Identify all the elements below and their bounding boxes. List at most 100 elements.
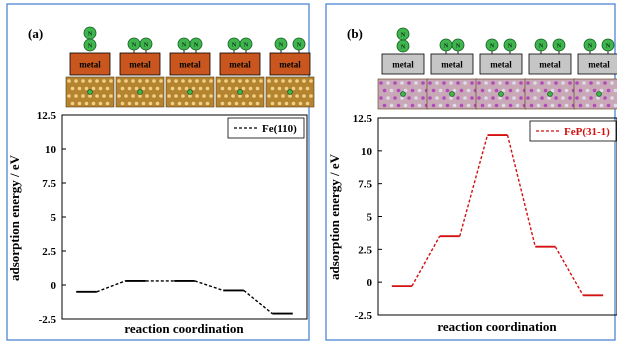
surface-atom (533, 96, 537, 100)
surface-atom (421, 81, 425, 85)
panel-b-y-axis-label: adsorption energy / eV (327, 153, 342, 280)
surface-atom (596, 81, 600, 85)
surface-atom (463, 81, 467, 85)
surface-atom (155, 101, 160, 106)
surface-atom (217, 79, 221, 83)
n-atom-label: N (144, 41, 149, 48)
surface-atom (417, 103, 422, 108)
surface-atom (592, 88, 597, 93)
metal-block (430, 53, 474, 75)
surface-atom (491, 81, 495, 85)
surface-atom (501, 103, 506, 108)
surface-atom (603, 96, 607, 100)
n-atom-label: N (132, 41, 137, 48)
surface-atom (267, 79, 271, 83)
surface-atom (134, 86, 139, 91)
surface-atom (291, 86, 296, 91)
metal-block (269, 52, 311, 76)
surface-atom (529, 88, 534, 93)
surface-atom (291, 101, 296, 106)
metal-block (169, 52, 211, 76)
panel-b-frame (325, 3, 616, 341)
surface-atom (88, 79, 92, 83)
surface-atom (389, 88, 394, 93)
surface-atom (393, 96, 397, 100)
surface-atom (220, 101, 225, 106)
n-atom-label: N (182, 41, 187, 48)
surface-atom (487, 88, 492, 93)
n-atom-label: N (297, 41, 302, 48)
surface-atom (159, 94, 163, 98)
surface-atom (575, 81, 579, 85)
surface-atom (389, 103, 394, 108)
panel-a-y-tick-label: 0 (51, 280, 57, 292)
surface-atom (141, 86, 146, 91)
panel-b-energy-connector (459, 134, 489, 237)
surface-atom (543, 103, 548, 108)
panel-b-y-axis: 12.5 10 7.5 5 2.5 0 -2.5 (353, 113, 382, 322)
surface-atom (400, 81, 404, 85)
surface-atom (91, 101, 96, 106)
panel-a-energy-connector (243, 289, 273, 315)
surface-atom (191, 101, 196, 106)
panel-b-energy-connector (411, 235, 441, 287)
panel-b-legend: FeP(31-1) (529, 120, 617, 142)
surface-atom (155, 86, 160, 91)
panel-b-y-tick-label: 10 (361, 146, 373, 158)
surface-atom (393, 81, 397, 85)
panel-a-y-tick-label: -2.5 (39, 314, 57, 326)
surface-atom (131, 79, 135, 83)
surface-atom (74, 94, 78, 98)
metal-block (381, 53, 425, 75)
surface-atom (554, 81, 558, 85)
surface-atom (613, 88, 617, 93)
metal-block (479, 53, 523, 75)
surface-atom (77, 101, 82, 106)
surface-atom (124, 79, 128, 83)
surface-atom (205, 86, 210, 91)
surface-atom (131, 94, 135, 98)
surface-atom (550, 103, 555, 108)
surface-atom (84, 86, 89, 91)
surface-atom (414, 81, 418, 85)
surface-atom (578, 88, 583, 93)
surface-atom (220, 86, 225, 91)
surface-n-atom (137, 89, 143, 95)
surface-atom (547, 96, 551, 100)
surface-atom (138, 79, 142, 83)
surface-atom (170, 86, 175, 91)
surface-atom (505, 96, 509, 100)
surface-atom (209, 79, 213, 83)
surface-atom (498, 96, 502, 100)
surface-atom (557, 103, 562, 108)
surface-atom (305, 101, 310, 106)
surface-atom (438, 103, 443, 108)
metal-block (219, 52, 261, 76)
panel-a-y-tick-label: 7.5 (42, 178, 56, 190)
surface-atom (134, 101, 139, 106)
surface-atom (515, 103, 520, 108)
surface-atom (167, 94, 171, 98)
surface-atom (181, 94, 185, 98)
panel-b-y-tick-label: 7.5 (358, 179, 372, 191)
surface-atom (95, 79, 99, 83)
n-atom-label: N (401, 43, 406, 50)
n-atom (139, 37, 153, 51)
n-atom-label: N (279, 41, 284, 48)
panel-a-label: (a) (28, 26, 43, 41)
surface-atom (177, 86, 182, 91)
n-atom-label: N (557, 42, 562, 49)
surface-atom (519, 81, 523, 85)
surface-atom (67, 79, 71, 83)
surface-atom (477, 96, 481, 100)
surface-atom (596, 96, 600, 100)
surface-atom (459, 103, 464, 108)
panel-a-energy-connector (96, 280, 126, 293)
surface-atom (526, 96, 530, 100)
surface-atom (81, 94, 85, 98)
metal-block (119, 52, 161, 76)
surface-atom (610, 81, 614, 85)
panel-a-y-axis-label: adsorption energy / eV (7, 154, 22, 281)
surface-atom (252, 94, 256, 98)
